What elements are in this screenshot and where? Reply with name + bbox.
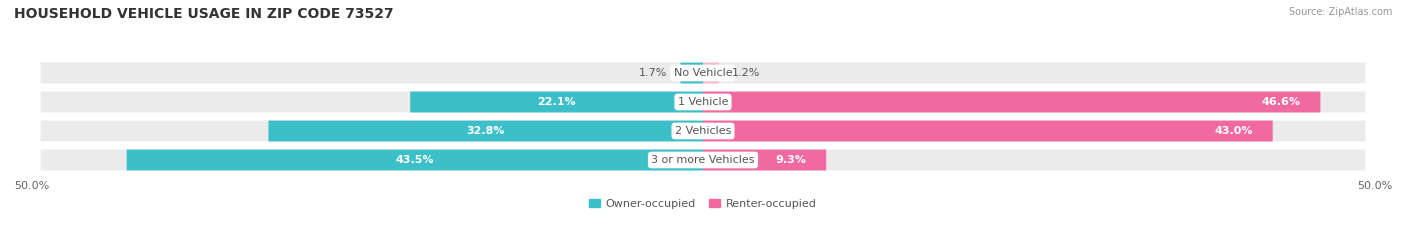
- Text: 1.2%: 1.2%: [733, 68, 761, 78]
- Text: 32.8%: 32.8%: [467, 126, 505, 136]
- FancyBboxPatch shape: [127, 150, 703, 170]
- Text: 50.0%: 50.0%: [14, 181, 49, 191]
- Text: 1 Vehicle: 1 Vehicle: [678, 97, 728, 107]
- FancyBboxPatch shape: [41, 150, 1365, 170]
- FancyBboxPatch shape: [703, 63, 718, 83]
- Text: 50.0%: 50.0%: [1357, 181, 1392, 191]
- Text: No Vehicle: No Vehicle: [673, 68, 733, 78]
- FancyBboxPatch shape: [41, 92, 1365, 113]
- Text: HOUSEHOLD VEHICLE USAGE IN ZIP CODE 73527: HOUSEHOLD VEHICLE USAGE IN ZIP CODE 7352…: [14, 7, 394, 21]
- FancyBboxPatch shape: [703, 120, 1272, 141]
- Text: 3 or more Vehicles: 3 or more Vehicles: [651, 155, 755, 165]
- Text: 2 Vehicles: 2 Vehicles: [675, 126, 731, 136]
- Text: 46.6%: 46.6%: [1261, 97, 1301, 107]
- FancyBboxPatch shape: [41, 63, 1365, 83]
- Text: 9.3%: 9.3%: [776, 155, 807, 165]
- Text: Source: ZipAtlas.com: Source: ZipAtlas.com: [1288, 7, 1392, 17]
- FancyBboxPatch shape: [269, 120, 703, 141]
- FancyBboxPatch shape: [703, 92, 1320, 113]
- Text: 43.0%: 43.0%: [1215, 126, 1253, 136]
- FancyBboxPatch shape: [681, 63, 703, 83]
- Legend: Owner-occupied, Renter-occupied: Owner-occupied, Renter-occupied: [589, 199, 817, 209]
- FancyBboxPatch shape: [411, 92, 703, 113]
- Text: 43.5%: 43.5%: [395, 155, 434, 165]
- Text: 22.1%: 22.1%: [537, 97, 576, 107]
- FancyBboxPatch shape: [41, 120, 1365, 141]
- Text: 1.7%: 1.7%: [638, 68, 668, 78]
- FancyBboxPatch shape: [703, 150, 827, 170]
